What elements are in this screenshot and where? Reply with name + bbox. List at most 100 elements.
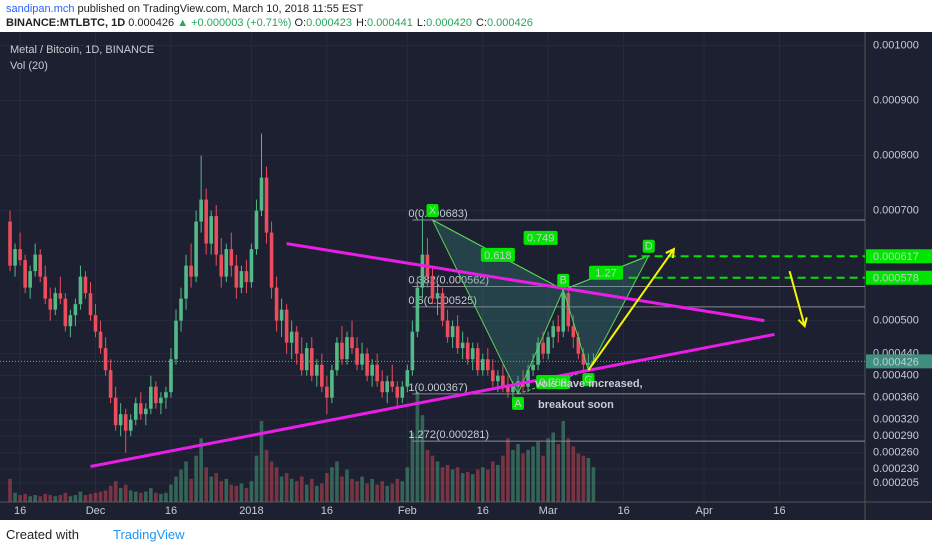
candle-body [53, 293, 58, 310]
volume-bar [410, 432, 415, 502]
y-tick-label: 0.000230 [873, 463, 919, 475]
price-badge [866, 249, 932, 264]
candle-body [355, 348, 359, 365]
volume-bar [304, 484, 309, 502]
candle-body [330, 370, 334, 398]
volume-bar [320, 483, 324, 502]
point-label: C [584, 374, 592, 386]
volume-bar [435, 461, 440, 502]
volume-bar [63, 492, 68, 502]
candle-body [375, 364, 379, 382]
candle-body [174, 320, 178, 360]
candle-body [8, 221, 12, 266]
candle-body [551, 326, 555, 338]
y-tick-label: 0.000400 [873, 370, 919, 382]
candle-body [209, 216, 213, 244]
volume-bar [68, 496, 73, 502]
candle-body [98, 331, 103, 349]
y-tick-label: 0.000290 [873, 430, 919, 442]
ratio-label: 0.618 [484, 250, 512, 262]
volume-bar [511, 449, 515, 502]
fib-label: 0.382(0.000562) [408, 274, 489, 286]
candle-body [450, 326, 455, 338]
volume-bar [209, 476, 213, 502]
candle-body [304, 348, 309, 371]
y-tick-label: 0.000700 [873, 205, 919, 217]
arrow-head [665, 247, 676, 259]
x-tick-label: 2018 [239, 505, 263, 517]
volume-bar [8, 478, 12, 502]
volume-bar [249, 481, 254, 502]
volume-bar [370, 478, 374, 502]
volume-bar [73, 495, 78, 502]
candle-body [541, 342, 545, 354]
arrow-head [797, 317, 808, 329]
candle-body [455, 326, 460, 349]
point-badge [642, 239, 655, 253]
y-tick-label: 0.000205 [873, 477, 919, 489]
candle-body [23, 260, 27, 288]
brand[interactable]: TradingView [112, 527, 185, 542]
quote-key: O: [294, 17, 307, 29]
candle-body [279, 309, 284, 321]
y-tick-label: 0.000500 [873, 315, 919, 327]
volume-bar [571, 446, 576, 502]
volume-bar [144, 491, 148, 502]
volume-bar [204, 467, 208, 502]
x-tick-label: 16 [14, 505, 26, 517]
candle-body [576, 337, 581, 354]
ratio-badge [523, 230, 558, 245]
volume-bar [229, 484, 234, 502]
candle-body [128, 419, 133, 431]
volume-bar [566, 438, 571, 502]
candle-body [395, 386, 400, 398]
point-label: B [560, 275, 567, 287]
volume-bar [556, 444, 561, 502]
y-tick-label: 0.000260 [873, 447, 919, 459]
candle-body [475, 348, 480, 371]
candle-body [289, 331, 294, 343]
point-label: X [429, 205, 437, 217]
note: breakout soon [535, 399, 614, 411]
quote-value: 0.000441 [367, 17, 413, 29]
candle-body [224, 249, 229, 277]
candle-body [536, 342, 540, 365]
ratio-label: 0.749 [527, 233, 555, 245]
author[interactable]: sandipan.mch [6, 3, 75, 15]
volume-bar [581, 455, 586, 502]
candle-body [264, 177, 269, 233]
y-tick-label: 0.000900 [873, 94, 919, 106]
candle-body [18, 249, 22, 261]
candle-body [405, 370, 410, 387]
volume-bar [269, 461, 274, 502]
volume-bar [254, 455, 259, 502]
volume-bar [345, 469, 349, 502]
volume-bar [430, 455, 435, 502]
candle-body [33, 254, 37, 272]
candle-body [360, 353, 364, 365]
candle-body [199, 199, 203, 222]
volume-bar [289, 478, 294, 502]
candle-body [239, 271, 244, 288]
trendline [90, 332, 775, 468]
candle-body [48, 298, 53, 310]
candle-body [299, 353, 304, 371]
trendline [286, 242, 765, 323]
candle-body [133, 403, 138, 420]
volume-bar [138, 492, 143, 502]
volume-bar [93, 492, 98, 502]
volume-bar [541, 455, 545, 502]
symbol: BINANCE:MTLBTC, 1D [6, 17, 126, 29]
volume-bar [335, 461, 339, 502]
volume-bar [425, 449, 430, 502]
candle-body [491, 370, 495, 382]
volume-bar [264, 449, 269, 502]
volume-bar [380, 481, 384, 502]
candle-body [249, 249, 254, 283]
volume-bar [23, 493, 27, 502]
quote-key: C: [475, 17, 487, 29]
candle-body [470, 348, 475, 360]
candle-body [244, 271, 249, 283]
x-tick-label: 16 [617, 505, 629, 517]
volume-bar [496, 464, 500, 502]
